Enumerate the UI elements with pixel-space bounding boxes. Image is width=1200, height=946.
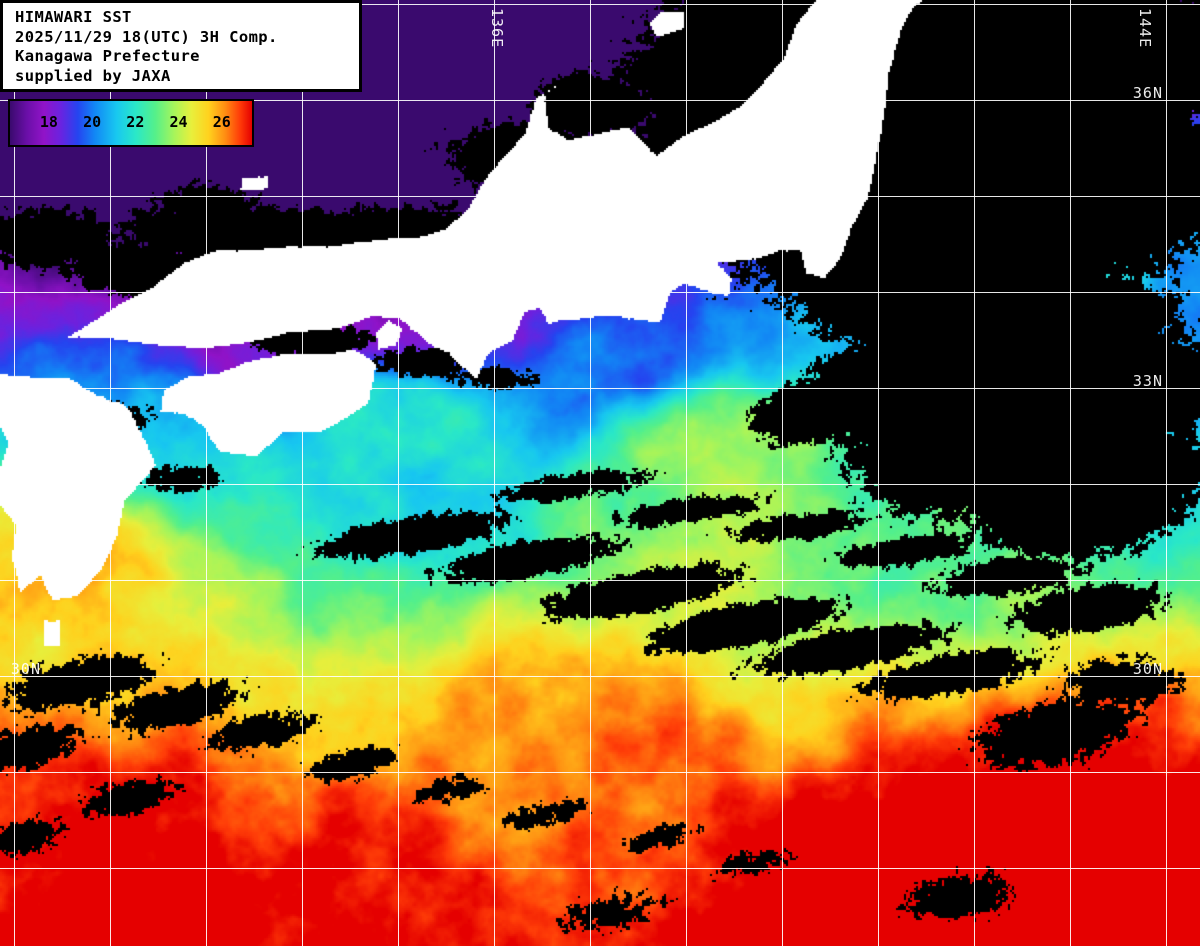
colorbar-tick-24: 24 bbox=[169, 113, 188, 131]
colorbar-tick-26: 26 bbox=[212, 113, 231, 131]
colorbar-tick-22: 22 bbox=[126, 113, 145, 131]
colorbar-tick-20: 20 bbox=[83, 113, 102, 131]
colorbar-gradient bbox=[10, 101, 252, 145]
colorbar-tick-18: 18 bbox=[39, 113, 58, 131]
sst-colorbar: 18 20 22 24 26 bbox=[8, 99, 254, 147]
title-line-2: 2025/11/29 18(UTC) 3H Comp. bbox=[15, 27, 278, 46]
title-line-1: HIMAWARI SST bbox=[15, 8, 132, 26]
title-line-4: supplied by JAXA bbox=[15, 66, 171, 85]
title-legend-box: HIMAWARI SST 2025/11/29 18(UTC) 3H Comp.… bbox=[0, 0, 362, 92]
title-line-3: Kanagawa Prefecture bbox=[15, 47, 200, 65]
